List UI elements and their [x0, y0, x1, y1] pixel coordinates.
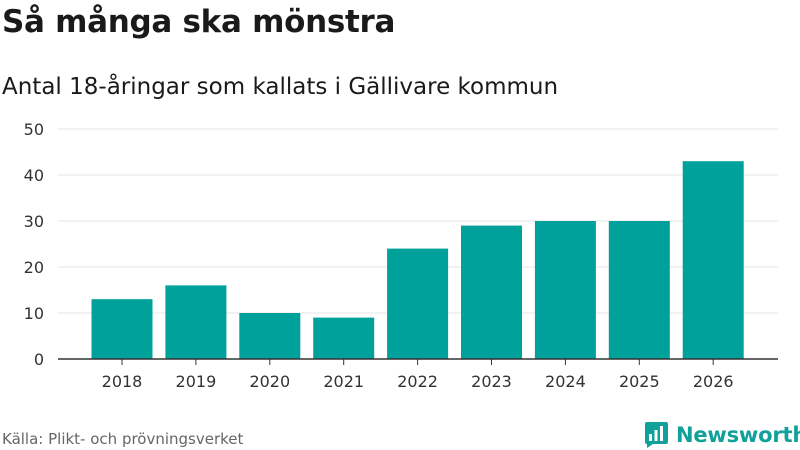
y-tick-label: 0: [34, 350, 44, 369]
brand-logo: Newsworthy: [644, 421, 800, 449]
bar-2022: [387, 248, 449, 359]
bar-2026: [682, 161, 744, 359]
x-tick-label: 2021: [323, 372, 364, 391]
bar-2023: [461, 225, 522, 359]
newsworthy-logo-icon: [645, 422, 668, 448]
y-tick-label: 10: [24, 304, 44, 323]
bar-2025: [608, 221, 670, 359]
y-tick-label: 30: [24, 212, 44, 231]
x-axis: [58, 358, 778, 365]
bars: [91, 161, 744, 359]
bar-2020: [239, 313, 301, 359]
x-tick-label: 2022: [397, 372, 438, 391]
bar-2024: [534, 221, 596, 359]
x-tick-label: 2024: [545, 372, 586, 391]
bar-2018: [91, 299, 153, 359]
chart-subtitle: Antal 18-åringar som kallats i Gällivare…: [2, 74, 559, 100]
bar-chart: 0 10 20 30 40 50 2018 2019 2020 2021 2022 2023 2024…: [24, 120, 778, 391]
chart-title: Så många ska mönstra: [2, 4, 396, 40]
x-tick-label: 2018: [102, 372, 143, 391]
x-axis-tick-labels: 2018 2019 2020 2021 2022 2023 2024 2025 2026: [102, 372, 734, 391]
y-tick-label: 40: [24, 166, 44, 185]
x-tick-label: 2025: [619, 372, 660, 391]
bar-2019: [165, 285, 227, 359]
x-tick-label: 2020: [249, 372, 290, 391]
source-note: Källa: Plikt- och prövningsverket: [2, 430, 244, 448]
y-axis-tick-labels: 0 10 20 30 40 50: [24, 120, 44, 369]
x-tick-label: 2023: [471, 372, 512, 391]
x-tick-label: 2026: [693, 372, 734, 391]
y-tick-label: 50: [24, 120, 44, 139]
bar-2021: [313, 317, 375, 359]
x-tick-label: 2019: [176, 372, 217, 391]
brand-name: Newsworthy: [676, 423, 800, 447]
y-tick-label: 20: [24, 258, 44, 277]
